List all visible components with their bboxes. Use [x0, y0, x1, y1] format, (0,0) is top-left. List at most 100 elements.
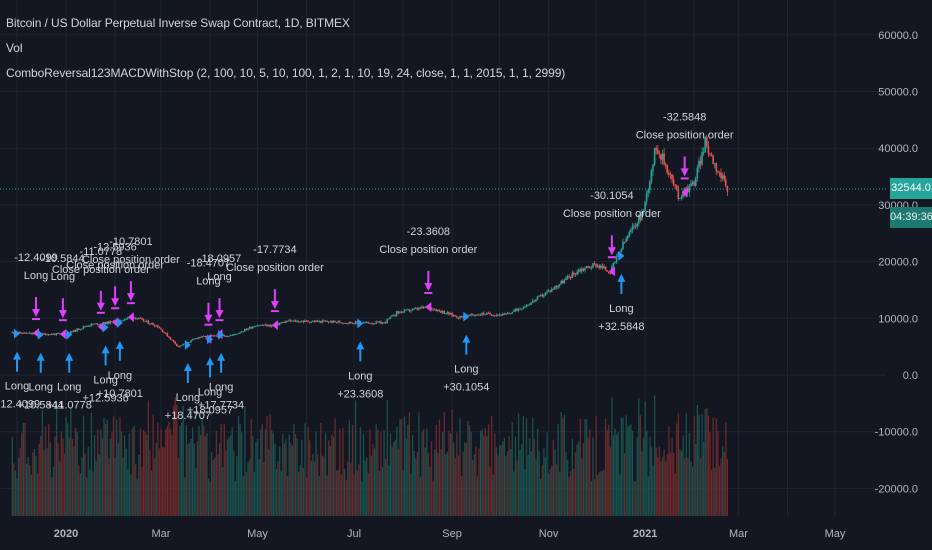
candle-body: [215, 335, 218, 337]
candle-body: [180, 345, 183, 347]
candle-body: [569, 276, 572, 279]
candle-body: [71, 331, 74, 333]
candle-body: [527, 304, 529, 306]
signal-label: Close position order: [52, 264, 150, 276]
volume-bar: [174, 397, 176, 516]
candle-body: [310, 321, 313, 323]
candle-body: [245, 328, 248, 330]
signal-label: -23.3608: [407, 226, 450, 238]
volume-bar: [538, 451, 540, 516]
signal-label: Close position order: [82, 254, 180, 266]
signal-label: Long: [454, 364, 478, 376]
candle-body: [710, 154, 713, 156]
candle-body: [107, 321, 110, 324]
volume-bar: [377, 429, 379, 516]
candle-body: [536, 296, 539, 300]
candle-body: [482, 312, 485, 315]
volume-bar: [672, 453, 675, 516]
volume-bar: [592, 437, 594, 516]
volume-bar: [585, 419, 588, 516]
volume-bar: [177, 458, 180, 516]
volume-bar: [666, 454, 668, 516]
candle-body: [669, 174, 672, 176]
volume-bar: [234, 481, 237, 516]
candle-body: [234, 333, 237, 335]
time-axis: 2020 Mar May Jul Sep Nov 2021 Mar May: [54, 528, 846, 540]
volume-bar: [301, 439, 303, 516]
candle-body: [677, 188, 680, 200]
volume-bar: [394, 439, 396, 516]
volume-bar: [196, 441, 199, 516]
volume-bar: [671, 437, 673, 516]
candle-body: [331, 321, 333, 323]
volume-bar: [180, 422, 183, 516]
candle-body: [419, 307, 422, 309]
close-signal: -10.5844 Long: [41, 253, 85, 340]
long-marker: [463, 311, 470, 322]
candle-body: [584, 268, 586, 271]
candle-body: [641, 211, 643, 220]
volume-bar: [318, 476, 320, 516]
candle-body: [372, 323, 374, 325]
signal-label: Long: [209, 382, 233, 394]
volume-bar: [364, 460, 366, 516]
strategy-label[interactable]: ComboReversal123MACDWithStop (2, 100, 10…: [6, 66, 566, 80]
candle-body: [223, 335, 226, 337]
candle-body: [201, 335, 203, 338]
volume-bar: [255, 441, 257, 516]
candle-body: [449, 313, 452, 315]
volume-bar: [432, 480, 434, 516]
signal-label: Long: [348, 370, 372, 382]
candle-body: [51, 334, 53, 335]
candle-body: [332, 320, 335, 323]
volume-bar: [633, 481, 635, 516]
candle-body: [370, 323, 373, 325]
volume-bar: [468, 425, 471, 516]
volume-bar: [476, 476, 479, 516]
candle-body: [228, 336, 230, 337]
volume-bar: [108, 458, 110, 516]
candle-body: [277, 323, 279, 325]
volume-bar: [313, 461, 316, 516]
volume-bar: [665, 461, 667, 516]
volume-bar: [305, 477, 308, 516]
exit-arrow-head: [215, 310, 224, 319]
long-arrow-head: [183, 362, 192, 371]
volume-bar: [367, 472, 369, 516]
volume-bar: [438, 419, 441, 516]
volume-bar: [590, 481, 593, 516]
volume-indicator-label[interactable]: Vol: [6, 41, 23, 55]
volume-bar: [123, 435, 126, 516]
candle-body: [25, 333, 28, 334]
symbol-title[interactable]: Bitcoin / US Dollar Perpetual Inverse Sw…: [6, 16, 350, 30]
signal-label: Close position order: [226, 262, 324, 274]
volume-bar: [688, 432, 691, 516]
candle-body: [225, 336, 227, 337]
volume-bar: [169, 428, 172, 516]
candle-body: [375, 321, 377, 324]
candle-body: [652, 164, 654, 171]
candle-body: [288, 320, 290, 322]
signal-label: -10.7801: [109, 236, 152, 248]
exit-marker: [32, 328, 39, 339]
long-arrow-head: [617, 273, 626, 282]
candle-body: [592, 263, 594, 268]
volume-bar: [60, 431, 62, 516]
long-arrow-head: [13, 351, 21, 360]
candle-body: [43, 333, 45, 335]
exit-arrow-head: [607, 247, 616, 256]
long-signal: Long +23.3608: [337, 318, 383, 400]
candle-body: [530, 302, 532, 305]
candle-body: [699, 161, 702, 165]
candle-body: [392, 315, 395, 317]
volume-bar: [324, 432, 327, 516]
volume-bar: [82, 415, 85, 516]
candle-body: [183, 343, 186, 345]
candle-body: [122, 320, 124, 322]
volume-bar: [48, 424, 50, 516]
candle-body: [147, 320, 150, 324]
candle-body: [65, 334, 67, 336]
volume-bar: [44, 426, 47, 516]
volume-bar: [535, 459, 537, 516]
